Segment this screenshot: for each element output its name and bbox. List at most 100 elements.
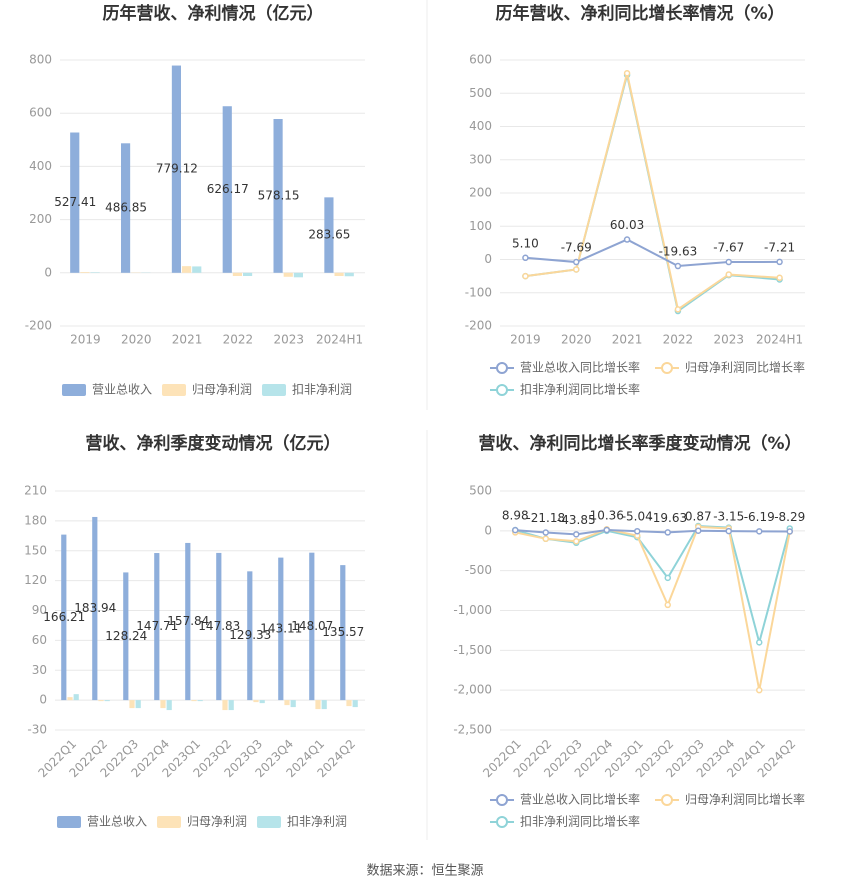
y-tick-label: 600 — [29, 106, 52, 120]
value-label: -8.29 — [774, 510, 805, 524]
x-tick-label: 2023 — [273, 333, 304, 347]
legend-label: 归母净利润同比增长率 — [685, 360, 805, 375]
legend-label: 营业总收入同比增长率 — [520, 792, 640, 807]
y-tick-label: 150 — [24, 543, 47, 557]
legend-swatch — [262, 384, 286, 396]
y-tick-label: -100 — [465, 285, 492, 299]
legend-label: 营业总收入 — [92, 383, 152, 397]
line — [515, 526, 790, 642]
bar — [353, 700, 358, 707]
x-tick-label: 2019 — [70, 333, 101, 347]
legend-label: 归母净利润 — [187, 815, 247, 829]
bar — [294, 273, 303, 278]
value-label: -19.63 — [659, 245, 698, 259]
bar — [67, 697, 72, 700]
y-tick-label: -1,000 — [453, 603, 492, 617]
bar — [80, 272, 89, 273]
legend-label: 归母净利润 — [192, 383, 252, 397]
bar — [160, 700, 165, 708]
y-tick-label: 100 — [469, 219, 492, 233]
value-label: -3.15 — [713, 510, 744, 524]
value-label: -7.67 — [713, 241, 744, 255]
y-tick-label: 0 — [44, 265, 52, 279]
x-tick-label: 2024H1 — [756, 333, 803, 347]
source-note: 数据来源：恒生聚源 — [366, 864, 483, 879]
bar — [98, 700, 103, 701]
legend-swatch — [57, 816, 81, 828]
x-tick-label: 2022 — [663, 333, 694, 347]
bar — [182, 266, 191, 273]
point — [604, 528, 609, 533]
point — [625, 71, 630, 76]
point — [574, 532, 579, 537]
point — [625, 237, 630, 242]
point — [523, 255, 528, 260]
y-tick-label: 0 — [39, 693, 47, 707]
y-tick-label: 210 — [24, 484, 47, 498]
value-label: 60.03 — [610, 218, 644, 232]
legend-marker — [662, 795, 672, 805]
bar — [233, 273, 242, 276]
legend-swatch — [257, 816, 281, 828]
chart-title: 历年营收、净利同比增长率情况（%） — [495, 3, 784, 24]
point — [757, 529, 762, 534]
legend-marker — [662, 363, 672, 373]
value-label: 8.98 — [502, 509, 529, 523]
legend-swatch — [157, 816, 181, 828]
point — [543, 530, 548, 535]
y-tick-label: -2,000 — [453, 683, 492, 697]
bar — [253, 700, 258, 702]
bar — [243, 273, 252, 276]
x-tick-label: 2020 — [561, 333, 592, 347]
point — [635, 529, 640, 534]
x-tick-label: 2019 — [510, 333, 541, 347]
point — [574, 260, 579, 265]
y-tick-label: 200 — [29, 212, 52, 226]
legend-swatch — [62, 384, 86, 396]
bar — [222, 700, 227, 710]
point — [777, 275, 782, 280]
line — [525, 73, 779, 309]
legend-marker — [497, 363, 507, 373]
chart-title: 营收、净利季度变动情况（亿元） — [86, 433, 341, 454]
y-tick-label: -200 — [25, 319, 52, 333]
y-tick-label: 300 — [469, 152, 492, 166]
point — [675, 307, 680, 312]
point — [757, 688, 762, 693]
value-label: -7.21 — [764, 240, 795, 254]
x-tick-label: 2020 — [121, 333, 152, 347]
y-tick-label: 120 — [24, 573, 47, 587]
x-tick-label: 2022 — [223, 333, 254, 347]
x-tick-label: 2023 — [713, 333, 744, 347]
y-tick-label: 400 — [469, 119, 492, 133]
y-tick-label: -2,500 — [453, 723, 492, 737]
value-label: 486.85 — [105, 201, 147, 215]
y-tick-label: 60 — [32, 633, 47, 647]
y-tick-label: -30 — [27, 723, 47, 737]
bar — [105, 700, 110, 701]
point — [757, 640, 762, 645]
bar — [74, 694, 79, 700]
line — [515, 527, 790, 690]
legend-label: 扣非净利润同比增长率 — [520, 814, 640, 829]
y-tick-label: 400 — [29, 159, 52, 173]
bar — [91, 272, 100, 273]
y-tick-label: -1,500 — [453, 643, 492, 657]
legend-swatch — [162, 384, 186, 396]
value-label: 283.65 — [308, 228, 350, 242]
legend-label: 扣非净利润 — [287, 815, 347, 829]
value-label: 578.15 — [258, 188, 300, 202]
value-label: 0.87 — [685, 509, 712, 523]
bar — [346, 700, 351, 706]
value-label: -7.69 — [561, 241, 592, 255]
legend-label: 营业总收入 — [87, 815, 147, 829]
bar — [284, 700, 289, 705]
bar — [315, 700, 320, 709]
bar — [229, 700, 234, 710]
bar — [291, 700, 296, 707]
bar — [322, 700, 327, 709]
point — [574, 539, 579, 544]
value-label: -6.19 — [744, 510, 775, 524]
point — [523, 274, 528, 279]
